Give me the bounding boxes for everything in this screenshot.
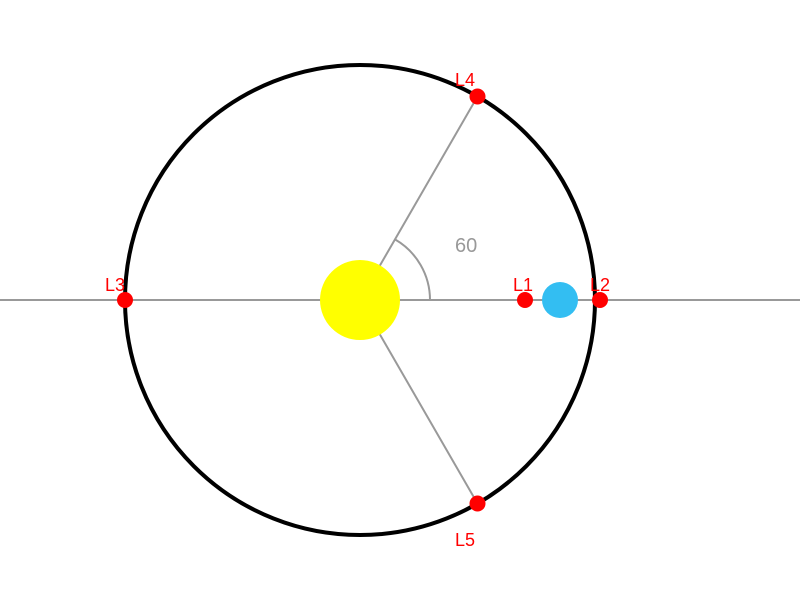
sun (320, 260, 400, 340)
point-l5 (470, 496, 486, 512)
label-l4: L4 (455, 70, 475, 91)
label-l5: L5 (455, 530, 475, 551)
label-l2: L2 (590, 275, 610, 296)
angle-label: 60 (455, 235, 477, 258)
angle-arc (395, 239, 430, 300)
label-l1: L1 (513, 275, 533, 296)
lagrange-diagram (0, 0, 800, 600)
label-l3: L3 (105, 275, 125, 296)
planet (542, 282, 578, 318)
